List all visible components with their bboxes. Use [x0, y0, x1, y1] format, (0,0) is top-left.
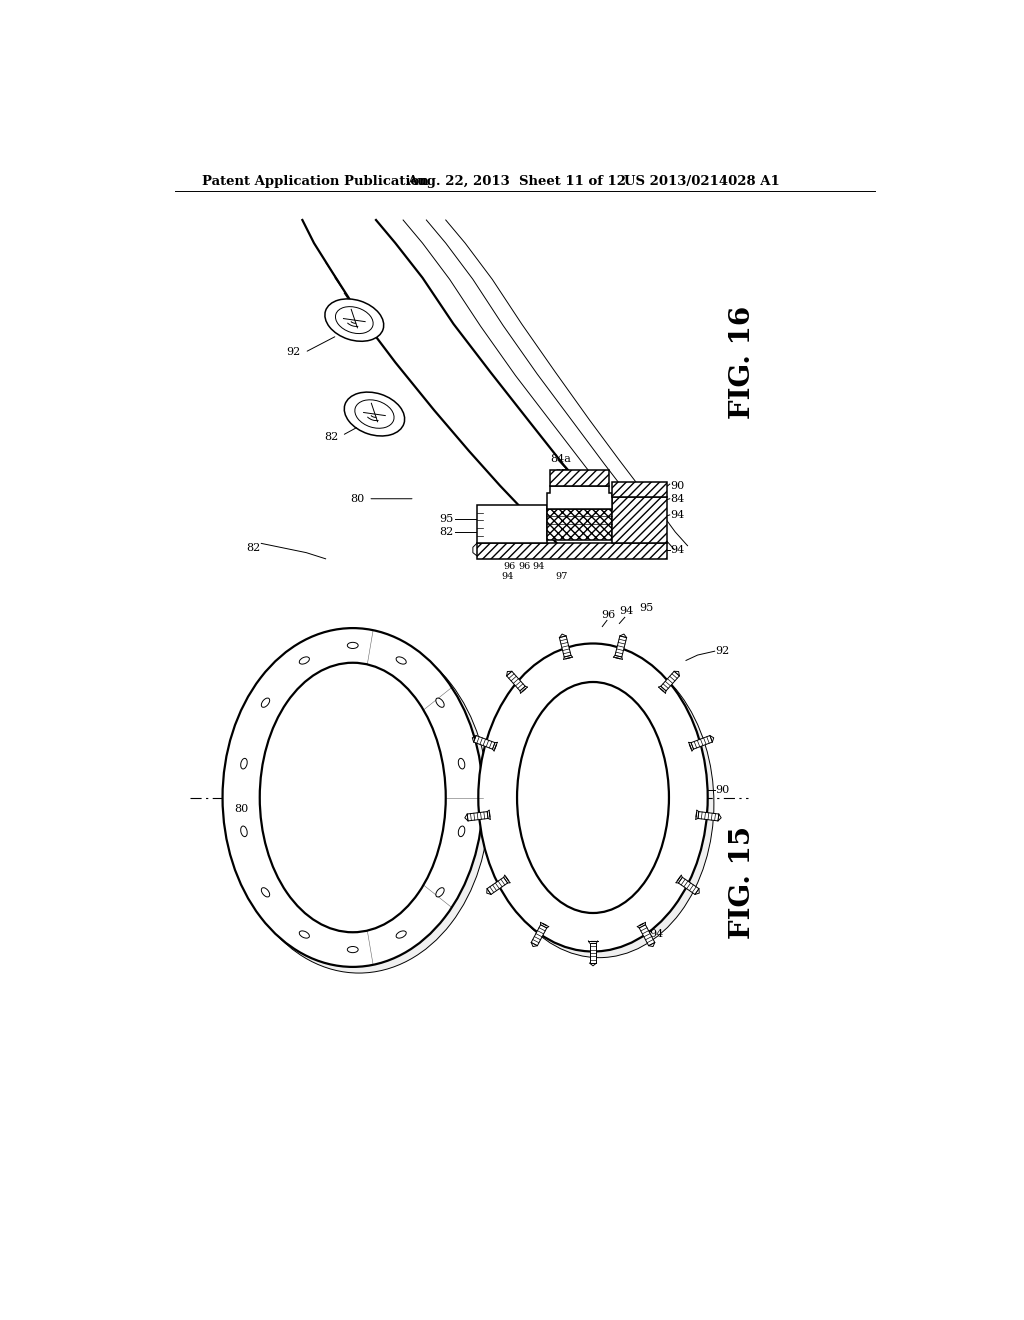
Ellipse shape: [347, 643, 358, 648]
Text: 90: 90: [671, 480, 685, 491]
Ellipse shape: [241, 759, 247, 770]
Text: 94: 94: [620, 606, 634, 615]
Text: 96: 96: [519, 562, 530, 570]
Text: 80: 80: [350, 494, 365, 504]
Text: 92: 92: [286, 347, 300, 358]
Text: 97: 97: [554, 469, 568, 479]
Polygon shape: [474, 735, 495, 750]
Ellipse shape: [347, 946, 358, 953]
Text: 80: 80: [233, 804, 248, 814]
Polygon shape: [612, 498, 667, 544]
Polygon shape: [615, 636, 627, 657]
Text: 96: 96: [601, 610, 615, 620]
Polygon shape: [477, 544, 667, 558]
Polygon shape: [547, 508, 612, 540]
Ellipse shape: [396, 657, 407, 664]
Ellipse shape: [484, 649, 714, 958]
Ellipse shape: [228, 635, 489, 973]
Text: 84a: 84a: [550, 454, 571, 463]
Polygon shape: [698, 812, 719, 821]
Polygon shape: [531, 925, 547, 945]
Text: 94: 94: [671, 510, 685, 520]
Text: 95: 95: [640, 603, 653, 612]
Text: 94: 94: [649, 929, 664, 939]
Text: 84: 84: [671, 494, 685, 504]
Text: 97: 97: [556, 572, 568, 581]
Text: 94: 94: [671, 545, 685, 554]
Text: Patent Application Publication: Patent Application Publication: [202, 176, 428, 189]
Ellipse shape: [478, 644, 708, 952]
Ellipse shape: [261, 887, 269, 898]
Ellipse shape: [222, 628, 483, 966]
Text: 94: 94: [502, 572, 514, 581]
Text: 90: 90: [716, 785, 730, 795]
Polygon shape: [477, 506, 547, 544]
Polygon shape: [639, 925, 654, 945]
Ellipse shape: [436, 887, 444, 898]
Ellipse shape: [344, 392, 404, 436]
Text: 82: 82: [246, 544, 260, 553]
Text: 82: 82: [439, 527, 454, 537]
Polygon shape: [612, 482, 667, 498]
Ellipse shape: [517, 682, 669, 913]
Polygon shape: [660, 672, 679, 690]
Polygon shape: [547, 486, 612, 508]
Polygon shape: [691, 735, 713, 750]
Polygon shape: [550, 470, 608, 486]
Text: FIG. 15: FIG. 15: [729, 825, 756, 939]
Polygon shape: [507, 672, 525, 690]
Text: 96: 96: [503, 562, 515, 570]
Ellipse shape: [241, 826, 247, 837]
Ellipse shape: [436, 698, 444, 708]
Ellipse shape: [459, 759, 465, 770]
Text: Aug. 22, 2013  Sheet 11 of 12: Aug. 22, 2013 Sheet 11 of 12: [407, 176, 626, 189]
Ellipse shape: [260, 663, 445, 932]
Polygon shape: [590, 942, 597, 964]
Text: 82: 82: [325, 432, 339, 442]
Text: 94: 94: [532, 562, 545, 570]
Ellipse shape: [261, 698, 269, 708]
Polygon shape: [559, 636, 571, 657]
Text: FIG. 16: FIG. 16: [729, 306, 756, 418]
Polygon shape: [487, 878, 508, 895]
Polygon shape: [678, 878, 699, 895]
Ellipse shape: [396, 931, 407, 939]
Ellipse shape: [299, 657, 309, 664]
Polygon shape: [467, 812, 488, 821]
Text: 95: 95: [439, 513, 454, 524]
Ellipse shape: [459, 826, 465, 837]
Text: 92: 92: [716, 647, 730, 656]
Ellipse shape: [299, 931, 309, 939]
Text: US 2013/0214028 A1: US 2013/0214028 A1: [624, 176, 779, 189]
Ellipse shape: [325, 298, 384, 342]
